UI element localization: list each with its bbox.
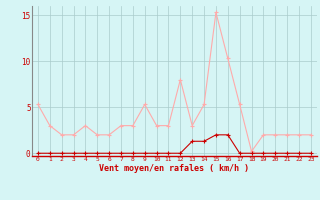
X-axis label: Vent moyen/en rafales ( km/h ): Vent moyen/en rafales ( km/h ) — [100, 164, 249, 173]
